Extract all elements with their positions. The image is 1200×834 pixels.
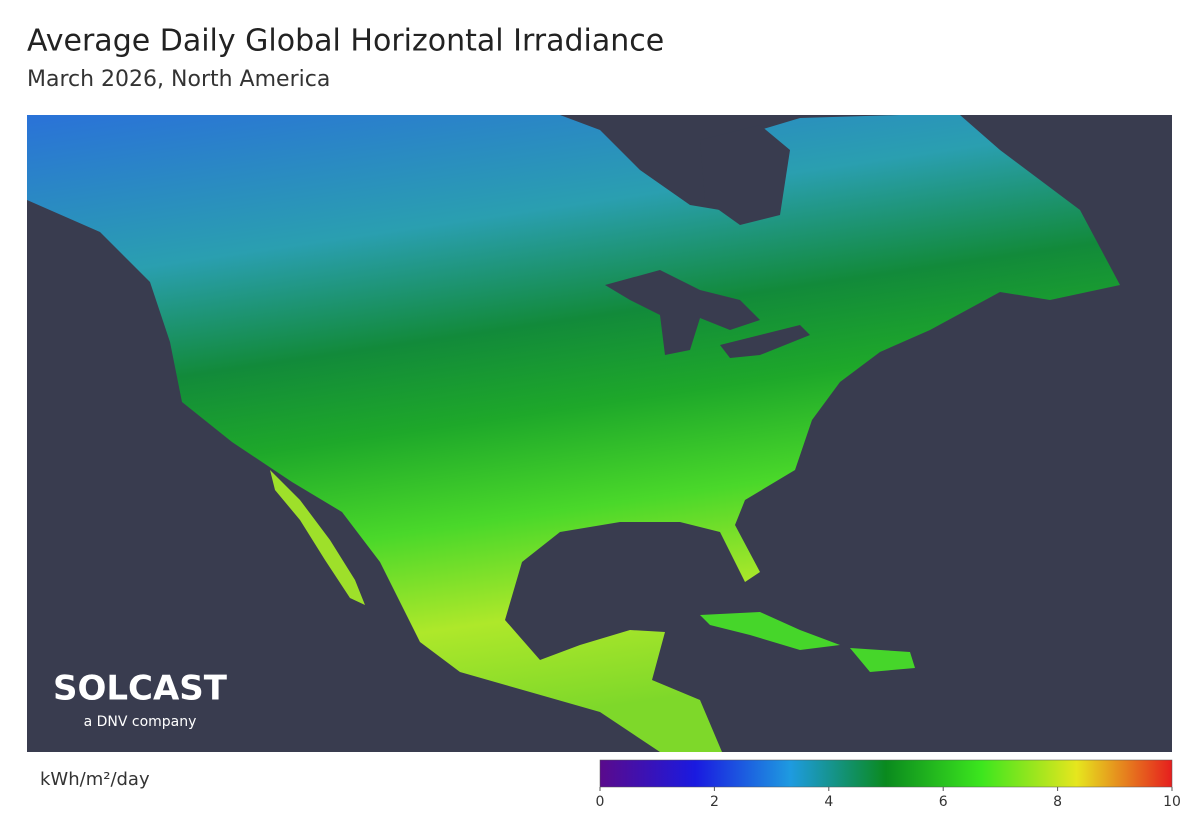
subtitle: March 2026, North America [27,67,330,92]
tick-label: 8 [1053,794,1062,810]
legend-unit: kWh/m²/day [40,769,150,790]
caribbean [700,612,915,672]
title: Average Daily Global Horizontal Irradian… [27,24,664,59]
baja [270,470,365,605]
colorbar [599,759,1173,788]
map [27,115,1120,752]
great-lakes [605,270,810,358]
logo-name: SOLCAST [53,669,228,709]
tick-label: 0 [596,794,605,810]
land [27,115,1120,752]
hudson-bay [700,125,790,225]
tick-label: 2 [710,794,719,810]
tick-label: 4 [824,794,833,810]
tick-label: 6 [939,794,948,810]
logo-tagline: a DNV company [84,714,197,730]
tick-label: 10 [1163,794,1181,810]
